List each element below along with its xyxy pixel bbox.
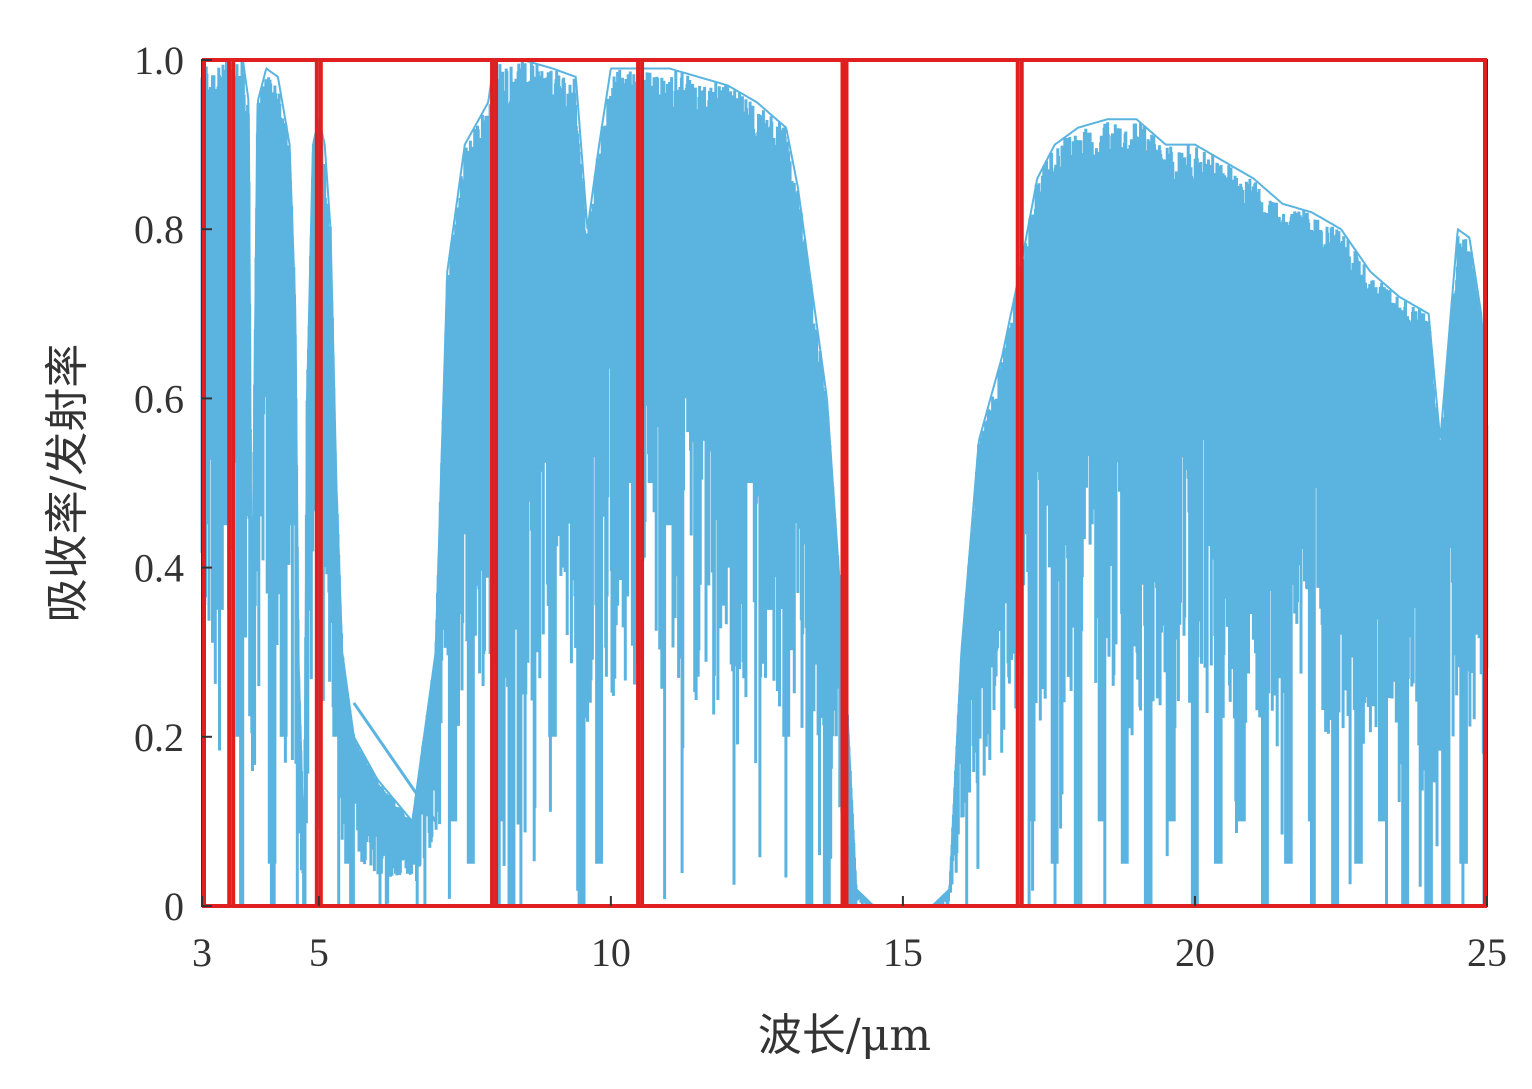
y-tick-label: 0: [164, 884, 184, 929]
x-tick-label: 20: [1175, 930, 1215, 975]
x-tick-label: 3: [192, 930, 212, 975]
spectrum-line-segment: [352, 702, 437, 823]
y-tick-label: 0.2: [134, 715, 184, 760]
spectrum-layer: [200, 59, 1489, 907]
y-tick-label: 1.0: [134, 38, 184, 83]
highlight-box-4: [494, 58, 641, 908]
x-axis: 3 5 10 15 20 25: [192, 896, 1507, 975]
x-axis-title: 波长/μm: [758, 1010, 931, 1061]
y-tick-label: 0.4: [134, 546, 184, 591]
highlight-boxes: [202, 58, 1488, 908]
y-axis: 0 0.2 0.4 0.6 0.8 1.0: [134, 38, 212, 929]
highlight-box-3: [318, 58, 495, 908]
highlight-box-7: [1019, 58, 1488, 908]
x-tick-label: 25: [1467, 930, 1507, 975]
highlight-box-2: [231, 58, 319, 908]
highlight-box-1: [202, 58, 232, 908]
x-tick-label: 5: [309, 930, 329, 975]
y-axis-title: 吸收率/发射率: [42, 344, 93, 623]
x-tick-label: 10: [591, 930, 631, 975]
highlight-box-6: [844, 58, 1020, 908]
y-tick-label: 0.8: [134, 207, 184, 252]
highlight-box-5: [640, 58, 845, 908]
y-tick-label: 0.6: [134, 376, 184, 421]
x-tick-label: 15: [883, 930, 923, 975]
